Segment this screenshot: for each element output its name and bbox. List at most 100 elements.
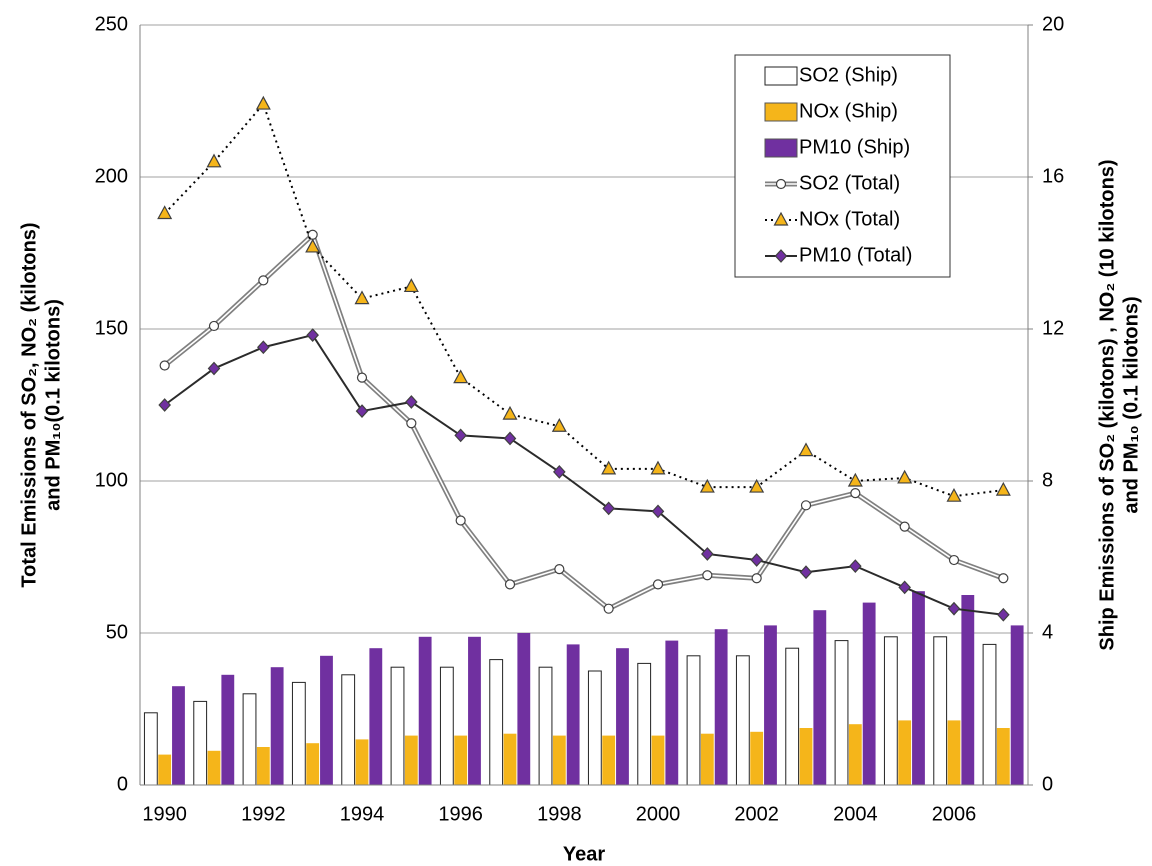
point bbox=[208, 320, 220, 332]
legend-label: NOx (Total) bbox=[799, 208, 900, 230]
y-tick-label: 150 bbox=[95, 317, 128, 339]
bar bbox=[602, 735, 616, 785]
bar bbox=[750, 731, 764, 785]
bar bbox=[799, 728, 813, 785]
y-tick-label: 100 bbox=[95, 469, 128, 491]
bar bbox=[306, 743, 320, 785]
bar bbox=[320, 655, 333, 785]
bar bbox=[418, 636, 432, 785]
point bbox=[897, 469, 913, 484]
point bbox=[503, 431, 517, 446]
legend-label: SO2 (Total) bbox=[799, 172, 900, 194]
line bbox=[164, 333, 1004, 616]
y2-axis-title-line: and PM₁₀ (0.1 kilotons) bbox=[1120, 296, 1142, 513]
bar bbox=[193, 700, 208, 786]
point bbox=[159, 360, 170, 371]
bar bbox=[700, 733, 714, 785]
point bbox=[206, 153, 222, 168]
legend-marker bbox=[774, 249, 788, 263]
y-axis-title-line: and PM₁₀(0.1 kilotons) bbox=[42, 299, 64, 511]
y2-tick-label: 20 bbox=[1042, 13, 1064, 35]
point bbox=[553, 464, 566, 479]
point bbox=[899, 521, 910, 532]
y-axis-title-line: Total Emissions of SO₂, NO₂ (kilotons) bbox=[18, 222, 40, 587]
point bbox=[306, 328, 319, 342]
y2-tick-label: 0 bbox=[1042, 773, 1053, 795]
bar bbox=[390, 666, 405, 786]
line bbox=[163, 230, 1005, 612]
bar bbox=[221, 674, 235, 785]
bar bbox=[538, 666, 553, 786]
point bbox=[998, 573, 1009, 584]
point bbox=[946, 487, 962, 502]
legend-swatch bbox=[764, 66, 798, 86]
point bbox=[847, 472, 863, 487]
legend-box bbox=[734, 54, 951, 278]
y2-axis-title-line: Ship Emissions of SO₂ (kilotons) , NO₂ (… bbox=[1096, 159, 1118, 650]
bar bbox=[1010, 625, 1024, 785]
bar bbox=[714, 629, 728, 785]
bar bbox=[898, 720, 912, 785]
bar bbox=[651, 735, 665, 785]
point bbox=[403, 278, 419, 293]
bar bbox=[587, 670, 602, 786]
point bbox=[601, 460, 617, 475]
legend-label: PM10 (Total) bbox=[799, 244, 912, 266]
x-tick-label: 1998 bbox=[537, 803, 582, 825]
x-tick-label: 2006 bbox=[932, 803, 977, 825]
x-tick-label: 1994 bbox=[340, 803, 385, 825]
x-tick-label: 1996 bbox=[438, 803, 483, 825]
bar bbox=[933, 636, 948, 786]
point bbox=[701, 547, 714, 561]
bar bbox=[637, 662, 652, 786]
bar bbox=[517, 633, 531, 785]
point bbox=[157, 205, 173, 220]
legend-label: NOx (Ship) bbox=[799, 100, 898, 122]
bar bbox=[341, 674, 356, 786]
bar bbox=[848, 724, 862, 785]
point bbox=[453, 369, 469, 384]
point bbox=[947, 601, 961, 616]
y2-tick-label: 8 bbox=[1042, 469, 1053, 491]
x-tick-label: 2002 bbox=[734, 803, 779, 825]
bar bbox=[982, 643, 997, 786]
point bbox=[898, 580, 911, 595]
bar bbox=[270, 667, 284, 785]
x-tick-label: 1992 bbox=[241, 803, 286, 825]
bar bbox=[552, 735, 566, 785]
point bbox=[504, 579, 516, 590]
point bbox=[551, 418, 567, 432]
point bbox=[652, 579, 664, 590]
x-tick-label: 2000 bbox=[636, 803, 681, 825]
legend-swatch bbox=[764, 102, 798, 122]
y-axis-title: Total Emissions of SO₂, NO₂ (kilotons) a… bbox=[18, 222, 64, 587]
y-tick-label: 200 bbox=[95, 165, 128, 187]
point bbox=[699, 478, 715, 493]
bar bbox=[947, 720, 961, 785]
bar bbox=[616, 648, 629, 785]
point bbox=[603, 603, 614, 614]
bar bbox=[489, 659, 504, 786]
bar bbox=[686, 655, 701, 786]
point bbox=[354, 290, 370, 305]
point bbox=[405, 395, 418, 409]
point bbox=[798, 442, 814, 457]
point bbox=[751, 573, 762, 584]
bar bbox=[291, 681, 306, 786]
bar bbox=[242, 693, 257, 786]
point bbox=[356, 372, 368, 383]
bar bbox=[143, 712, 158, 786]
bar bbox=[785, 647, 800, 786]
point bbox=[650, 460, 666, 475]
bar bbox=[468, 636, 481, 785]
point bbox=[207, 361, 221, 376]
point bbox=[850, 488, 861, 499]
point bbox=[750, 553, 763, 567]
point bbox=[997, 607, 1010, 622]
x-tick-label: 2004 bbox=[833, 803, 878, 825]
point bbox=[258, 275, 269, 286]
y2-tick-label: 16 bbox=[1042, 165, 1064, 187]
point bbox=[800, 500, 812, 511]
legend-label: SO2 (Ship) bbox=[799, 64, 898, 86]
